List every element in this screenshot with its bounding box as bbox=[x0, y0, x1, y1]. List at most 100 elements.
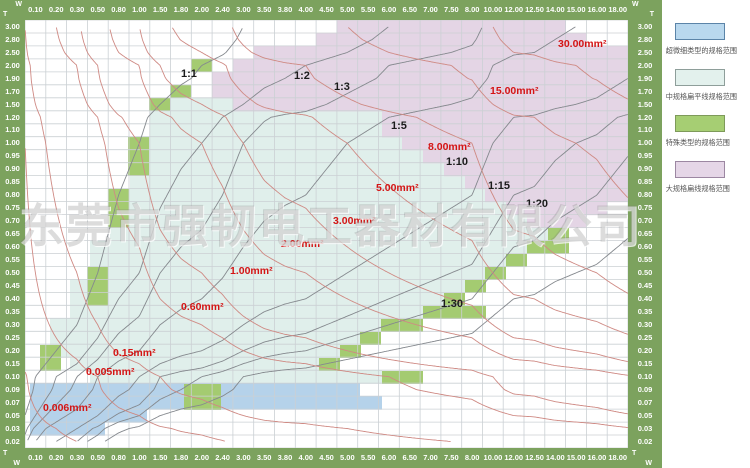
ratio-label: 1:5 bbox=[391, 120, 407, 132]
y-axis-tick: 2.80 bbox=[5, 34, 20, 44]
y-axis-tick: 0.85 bbox=[637, 177, 653, 187]
y-axis-tick: 0.35 bbox=[5, 307, 20, 317]
y-axis-tick: 0.35 bbox=[637, 307, 653, 317]
y-axis-right: 3.00 2.80 2.50 2.00 1.90 1.70 1.50 1.20 1.10 1.00… bbox=[628, 20, 662, 448]
ratio-label: 1:20 bbox=[526, 198, 548, 210]
y-axis-tick: 0.30 bbox=[637, 320, 653, 330]
ratio-line bbox=[27, 27, 483, 441]
y-axis-tick: 0.25 bbox=[5, 332, 20, 342]
y-axis-tick: 3.00 bbox=[637, 21, 653, 31]
x-axis-tick: 8.00 bbox=[464, 453, 480, 463]
y-axis-tick: 1.70 bbox=[5, 86, 20, 96]
legend-label: 特殊类型的规格范围 bbox=[665, 138, 730, 147]
x-axis-tick: 0.10 bbox=[28, 5, 43, 15]
y-axis-tick: 1.10 bbox=[637, 125, 653, 135]
y-axis-tick: 0.50 bbox=[637, 268, 653, 278]
x-axis-tick: 7.50 bbox=[444, 453, 459, 463]
y-axis-tick: 0.03 bbox=[5, 423, 20, 433]
area-label: 30.00mm² bbox=[558, 38, 607, 50]
x-axis-tick: 6.50 bbox=[402, 5, 418, 15]
x-axis-tick: 0.10 bbox=[28, 453, 43, 463]
x-axis-tick: 0.80 bbox=[111, 453, 126, 463]
x-axis-tick: 5.00 bbox=[340, 453, 355, 463]
y-axis-tick: 0.02 bbox=[5, 436, 20, 446]
axis-corner-top-left: W T bbox=[0, 0, 25, 20]
y-axis-tick: 0.40 bbox=[637, 294, 653, 304]
x-axis-tick: 0.80 bbox=[111, 5, 126, 15]
x-axis-top: 0.10 0.20 0.30 0.50 0.80 1.00 1.50 1.80 2.00 2.40… bbox=[25, 0, 628, 20]
x-axis-tick: 12.50 bbox=[525, 453, 544, 463]
ratio-label: 1:1 bbox=[181, 68, 197, 80]
legend-swatch bbox=[675, 115, 725, 132]
area-label: 15.00mm² bbox=[490, 85, 539, 97]
y-axis-tick: 0.70 bbox=[5, 216, 20, 226]
axis-corner-bottom-left: T W bbox=[0, 448, 25, 468]
x-axis-tick: 6.00 bbox=[381, 5, 397, 15]
y-axis-tick: 0.60 bbox=[637, 242, 653, 252]
x-axis-tick: 1.00 bbox=[132, 453, 147, 463]
y-axis-tick: 0.65 bbox=[637, 229, 653, 239]
legend-swatch bbox=[675, 23, 725, 40]
x-axis-tick: 12.50 bbox=[525, 5, 544, 15]
area-label: 2.00mm² bbox=[281, 238, 324, 250]
legend-item: 特殊类型的规格范围 bbox=[662, 115, 750, 148]
x-axis-tick: 14.00 bbox=[545, 5, 565, 15]
legend-label: 大规格扁线规格范围 bbox=[665, 184, 730, 193]
x-axis-tick: 16.00 bbox=[587, 5, 607, 15]
axis-corner-top-right: W T bbox=[628, 0, 662, 20]
x-axis-tick: 0.20 bbox=[48, 5, 64, 15]
y-axis-tick: 0.55 bbox=[5, 255, 20, 265]
y-axis-tick: 1.70 bbox=[637, 86, 653, 96]
x-axis-tick: 0.20 bbox=[48, 453, 64, 463]
y-axis-tick: 1.90 bbox=[5, 73, 20, 83]
area-label: 3.00mm² bbox=[333, 215, 376, 227]
x-axis-tick: 7.00 bbox=[423, 5, 438, 15]
legend-item: 大规格扁线规格范围 bbox=[662, 161, 750, 194]
x-axis-tick: 12.00 bbox=[504, 5, 524, 15]
y-axis-tick: 3.00 bbox=[5, 21, 20, 31]
t-axis-letter: T bbox=[3, 450, 8, 457]
y-axis-tick: 0.65 bbox=[5, 229, 20, 239]
x-axis-tick: 5.00 bbox=[340, 5, 355, 15]
legend-label: 超微细类型的规格范围 bbox=[665, 46, 738, 55]
y-axis-tick: 0.10 bbox=[637, 371, 653, 381]
area-label: 0.005mm² bbox=[86, 366, 135, 378]
area-curve bbox=[492, 26, 628, 100]
y-axis-tick: 0.30 bbox=[5, 320, 20, 330]
x-axis-tick: 7.00 bbox=[423, 453, 438, 463]
x-axis-tick: 0.50 bbox=[90, 453, 106, 463]
area-curve bbox=[109, 29, 628, 376]
legend-item: 中规格扁平线规格范围 bbox=[662, 69, 750, 102]
x-axis-tick: 1.00 bbox=[132, 5, 147, 15]
y-axis-tick: 0.90 bbox=[637, 164, 653, 174]
x-axis-tick: 10.00 bbox=[483, 453, 503, 463]
y-axis-tick: 0.75 bbox=[637, 203, 653, 213]
ratio-label: 1:15 bbox=[488, 180, 510, 192]
y-axis-tick: 1.90 bbox=[637, 73, 653, 83]
y-axis-tick: 0.80 bbox=[637, 190, 653, 200]
w-axis-letter: W bbox=[645, 460, 652, 467]
x-axis-tick: 1.50 bbox=[152, 453, 168, 463]
y-axis-tick: 0.15 bbox=[637, 358, 653, 368]
y-axis-tick: 0.70 bbox=[637, 216, 653, 226]
x-axis-tick: 18.00 bbox=[608, 453, 628, 463]
y-axis-tick: 0.95 bbox=[637, 151, 653, 161]
y-axis-tick: 0.07 bbox=[5, 397, 20, 407]
y-axis-tick: 1.20 bbox=[637, 112, 653, 122]
area-curve bbox=[80, 31, 628, 415]
ratio-label: 1:10 bbox=[446, 156, 468, 168]
x-axis-tick: 18.00 bbox=[608, 5, 628, 15]
ratio-line bbox=[25, 26, 389, 435]
x-axis-tick: 2.00 bbox=[194, 5, 210, 15]
y-axis-tick: 1.50 bbox=[637, 99, 653, 109]
w-axis-letter: W bbox=[15, 1, 22, 8]
y-axis-tick: 0.05 bbox=[5, 410, 20, 420]
ratio-line bbox=[87, 156, 628, 442]
y-axis-tick: 0.55 bbox=[637, 255, 653, 265]
y-axis-tick: 1.10 bbox=[5, 125, 20, 135]
ratio-line bbox=[77, 113, 628, 442]
y-axis-tick: 0.45 bbox=[5, 281, 20, 291]
w-axis-letter: W bbox=[13, 460, 20, 467]
y-axis-tick: 1.00 bbox=[637, 138, 653, 148]
